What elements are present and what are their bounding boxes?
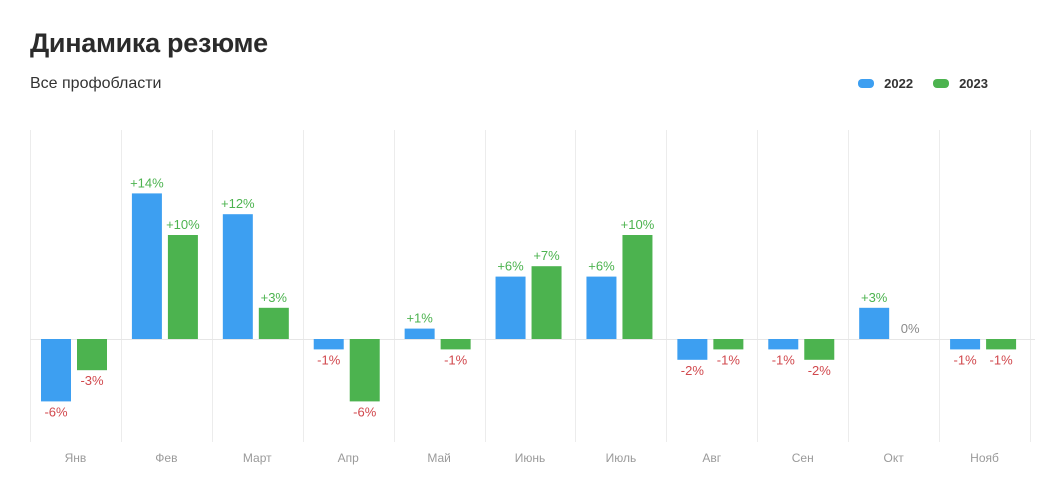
bar-2023-Апр[interactable] [349, 339, 380, 402]
legend-swatch-2022 [858, 79, 875, 88]
legend-item-2022[interactable]: 2022 [858, 76, 913, 91]
data-label-2022-Нояб: -1% [954, 352, 978, 367]
legend-label-2022: 2022 [884, 76, 914, 91]
chart-title: Динамика резюме [30, 28, 268, 58]
data-label-2023-Сен: -2% [808, 363, 832, 378]
bar-2023-Май[interactable] [440, 339, 471, 350]
data-label-2023-Фев: +10% [166, 217, 200, 232]
bar-2022-Сен[interactable] [768, 339, 799, 350]
bar-2022-Янв[interactable] [41, 339, 71, 402]
data-label-2023-Авг: -1% [717, 352, 741, 367]
x-tick-label: Окт [884, 451, 905, 465]
bar-2023-Июль[interactable] [622, 235, 653, 339]
bar-2023-Авг[interactable] [713, 339, 744, 350]
x-tick-label: Июнь [515, 451, 546, 465]
data-label-2023-Июнь: +7% [533, 248, 560, 263]
bar-2023-Март[interactable] [258, 307, 289, 339]
bar-2023-Июнь[interactable] [531, 266, 562, 339]
bar-2022-Авг[interactable] [677, 339, 708, 360]
bar-2022-Апр[interactable] [313, 339, 344, 350]
data-label-2022-Сен: -1% [772, 352, 796, 367]
data-label-2022-Авг: -2% [681, 363, 705, 378]
x-tick-label: Март [243, 451, 272, 465]
bar-2022-Нояб[interactable] [950, 339, 981, 350]
data-label-2022-Май: +1% [406, 311, 433, 326]
bar-2022-Март[interactable] [222, 214, 253, 339]
data-label-2023-Нояб: -1% [990, 352, 1014, 367]
legend-swatch-2023 [933, 79, 950, 88]
bar-2023-Нояб[interactable] [986, 339, 1017, 350]
bar-2023-Сен[interactable] [804, 339, 835, 360]
legend-item-2023[interactable]: 2023 [933, 76, 988, 91]
data-label-2023-Июль: +10% [621, 217, 655, 232]
bar-2023-Янв[interactable] [77, 339, 107, 371]
x-tick-label: Фев [155, 451, 177, 465]
bar-2022-Июль[interactable] [586, 276, 617, 339]
data-label-2022-Фев: +14% [130, 175, 164, 190]
data-label-2022-Апр: -1% [317, 352, 341, 367]
x-tick-label: Сен [792, 451, 814, 465]
data-label-2022-Окт: +3% [861, 290, 888, 305]
bar-2023-Фев[interactable] [167, 235, 198, 339]
data-label-2022-Июль: +6% [588, 259, 615, 274]
bar-2022-Окт[interactable] [859, 307, 890, 339]
x-tick-label: Апр [338, 451, 360, 465]
x-tick-label: Май [427, 451, 451, 465]
data-label-2022-Март: +12% [221, 196, 255, 211]
x-tick-label: Нояб [970, 451, 999, 465]
x-tick-label: Янв [65, 451, 87, 465]
data-label-2023-Май: -1% [444, 352, 468, 367]
x-tick-label: Июль [606, 451, 637, 465]
legend-label-2023: 2023 [959, 76, 988, 91]
data-label-2023-Март: +3% [261, 290, 288, 305]
bar-2022-Июнь[interactable] [495, 276, 526, 339]
x-tick-label: Авг [702, 451, 721, 465]
data-label-2022-Янв: -6% [44, 404, 68, 419]
data-label-2023-Янв: -3% [80, 373, 104, 388]
bar-2022-Фев[interactable] [131, 193, 162, 339]
chart-legend: 2022 2023 [858, 76, 988, 91]
data-label-2022-Июнь: +6% [497, 259, 524, 274]
chart-subtitle: Все профобласти [30, 75, 162, 92]
data-label-2023-Окт: 0% [901, 321, 920, 336]
bar-2022-Май[interactable] [404, 328, 435, 339]
data-label-2023-Апр: -6% [353, 404, 377, 419]
